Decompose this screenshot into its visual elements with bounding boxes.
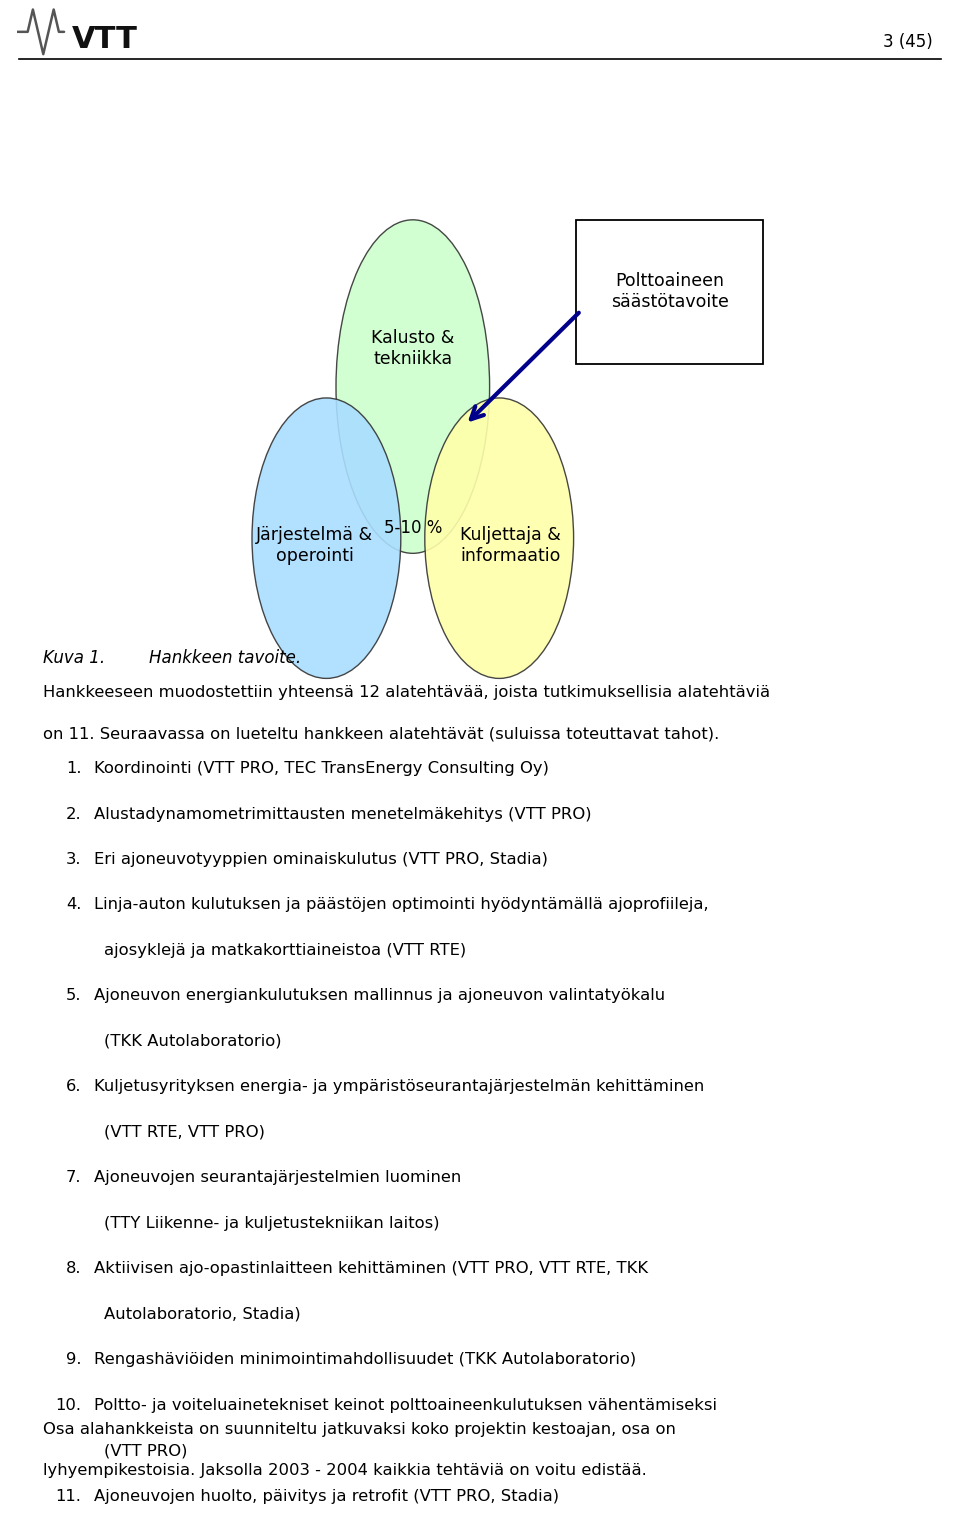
Text: Osa alahankkeista on suunniteltu jatkuvaksi koko projektin kestoajan, osa on: Osa alahankkeista on suunniteltu jatkuva… [43,1422,676,1437]
Text: 5-10 %: 5-10 % [384,518,442,537]
Ellipse shape [336,220,490,553]
Text: Ajoneuvon energiankulutuksen mallinnus ja ajoneuvon valintatyökalu: Ajoneuvon energiankulutuksen mallinnus j… [94,988,665,1004]
Text: on 11. Seuraavassa on lueteltu hankkeen alatehtävät (suluissa toteuttavat tahot): on 11. Seuraavassa on lueteltu hankkeen … [43,726,719,741]
Text: 9.: 9. [66,1352,82,1367]
Text: Järjestelmä &
operointi: Järjestelmä & operointi [256,526,373,565]
Text: Ajoneuvojen seurantajärjestelmien luominen: Ajoneuvojen seurantajärjestelmien luomin… [94,1170,462,1186]
Text: Kuva 1.: Kuva 1. [43,649,106,667]
FancyBboxPatch shape [576,220,763,364]
Text: Kalusto &
tekniikka: Kalusto & tekniikka [372,329,454,368]
Text: 3 (45): 3 (45) [883,33,933,52]
Text: Eri ajoneuvotyyppien ominaiskulutus (VTT PRO, Stadia): Eri ajoneuvotyyppien ominaiskulutus (VTT… [94,852,548,867]
Text: 8.: 8. [66,1261,82,1276]
Text: (VTT PRO): (VTT PRO) [104,1443,187,1458]
Text: (TTY Liikenne- ja kuljetustekniikan laitos): (TTY Liikenne- ja kuljetustekniikan lait… [104,1216,440,1231]
Text: lyhyempikestoisia. Jaksolla 2003 - 2004 kaikkia tehtäviä on voitu edistää.: lyhyempikestoisia. Jaksolla 2003 - 2004 … [43,1463,647,1478]
Text: Autolaboratorio, Stadia): Autolaboratorio, Stadia) [104,1307,300,1322]
Ellipse shape [252,399,401,679]
Text: Koordinointi (VTT PRO, TEC TransEnergy Consulting Oy): Koordinointi (VTT PRO, TEC TransEnergy C… [94,761,549,776]
Text: Alustadynamometrimittausten menetelmäkehitys (VTT PRO): Alustadynamometrimittausten menetelmäkeh… [94,807,591,822]
Text: 5.: 5. [66,988,82,1004]
Text: Poltto- ja voiteluainetekniset keinot polttoaineenkulutuksen vähentämiseksi: Poltto- ja voiteluainetekniset keinot po… [94,1398,717,1413]
Text: Kuljettaja &
informaatio: Kuljettaja & informaatio [460,526,562,565]
Text: VTT: VTT [71,26,137,55]
Text: Ajoneuvojen huolto, päivitys ja retrofit (VTT PRO, Stadia): Ajoneuvojen huolto, päivitys ja retrofit… [94,1489,560,1504]
Text: (TKK Autolaboratorio): (TKK Autolaboratorio) [104,1034,281,1049]
Text: 4.: 4. [66,897,82,913]
Text: 10.: 10. [56,1398,82,1413]
Text: 11.: 11. [56,1489,82,1504]
Text: ajosyklejä ja matkakorttiaineistoa (VTT RTE): ajosyklejä ja matkakorttiaineistoa (VTT … [104,943,466,958]
Text: 1.: 1. [66,761,82,776]
Text: Aktiivisen ajo-opastinlaitteen kehittäminen (VTT PRO, VTT RTE, TKK: Aktiivisen ajo-opastinlaitteen kehittämi… [94,1261,648,1276]
Ellipse shape [425,399,574,679]
Text: Hankkeeseen muodostettiin yhteensä 12 alatehtävää, joista tutkimuksellisia alate: Hankkeeseen muodostettiin yhteensä 12 al… [43,685,770,700]
Text: 2.: 2. [66,807,82,822]
Text: Hankkeen tavoite.: Hankkeen tavoite. [149,649,300,667]
Text: 3.: 3. [66,852,82,867]
Text: Rengashäviöiden minimointimahdollisuudet (TKK Autolaboratorio): Rengashäviöiden minimointimahdollisuudet… [94,1352,636,1367]
Text: Polttoaineen
säästötavoite: Polttoaineen säästötavoite [611,273,729,311]
Text: (VTT RTE, VTT PRO): (VTT RTE, VTT PRO) [104,1125,265,1140]
Text: 7.: 7. [66,1170,82,1186]
Text: Kuljetusyrityksen energia- ja ympäristöseurantajärjestelmän kehittäminen: Kuljetusyrityksen energia- ja ympäristös… [94,1079,705,1095]
Text: Linja-auton kulutuksen ja päästöjen optimointi hyödyntämällä ajoprofiileja,: Linja-auton kulutuksen ja päästöjen opti… [94,897,708,913]
Text: 6.: 6. [66,1079,82,1095]
